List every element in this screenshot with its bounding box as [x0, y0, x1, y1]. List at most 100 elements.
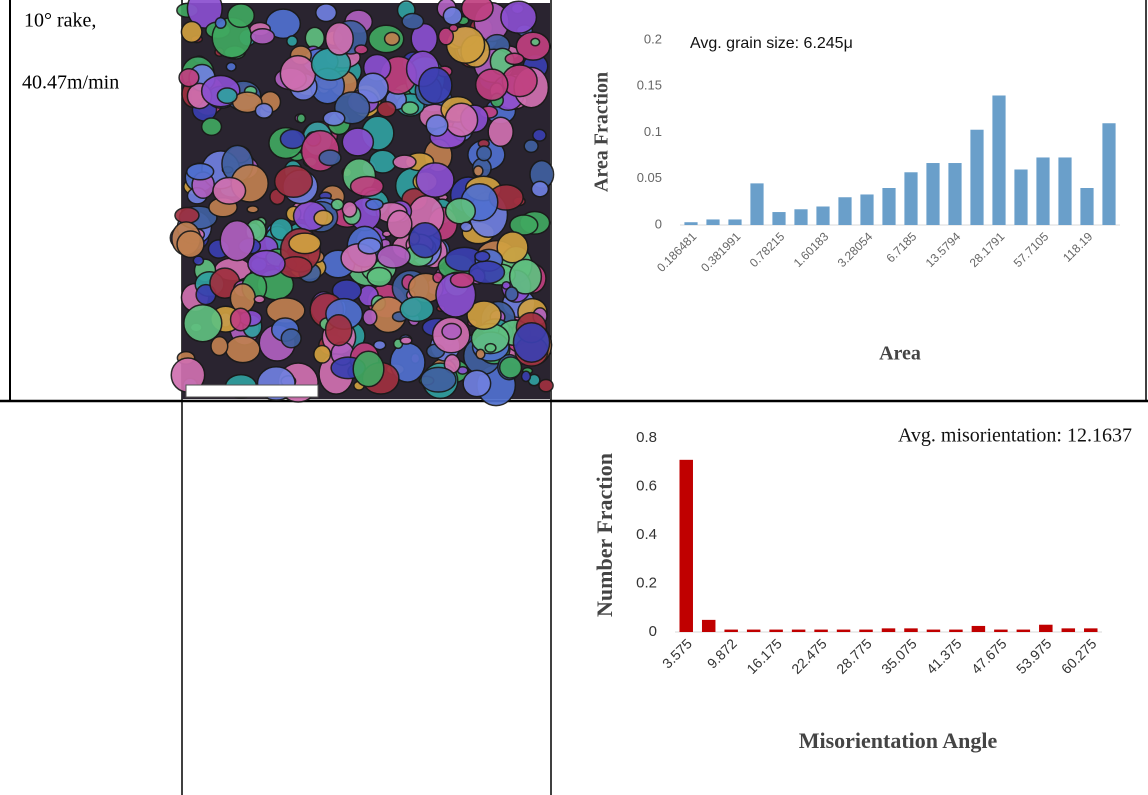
- grain: [385, 32, 400, 45]
- bar: [706, 219, 719, 225]
- y-tick-label: 0.15: [637, 78, 662, 93]
- grain: [363, 309, 377, 325]
- grain: [476, 349, 485, 358]
- micrograph: [170, 0, 553, 406]
- bar: [904, 628, 917, 632]
- bar: [926, 163, 939, 225]
- grain: [247, 206, 258, 213]
- bar: [814, 630, 827, 632]
- bar: [949, 630, 962, 632]
- x-tick-label: 57.7105: [1011, 229, 1052, 270]
- grain: [377, 102, 395, 117]
- page: 10° rake, 40.47m/min Avg. grain size: 6.…: [0, 0, 1148, 795]
- grain: [351, 177, 384, 197]
- chart-title: Avg. misorientation: 12.1637: [898, 425, 1132, 447]
- grain: [358, 238, 381, 254]
- grain: [275, 166, 313, 198]
- bar: [859, 630, 872, 632]
- grain: [226, 336, 260, 362]
- grain: [402, 102, 419, 114]
- bar: [792, 630, 805, 632]
- x-tick-label: 3.28054: [835, 229, 876, 270]
- x-tick-label: 9.872: [704, 635, 740, 671]
- bar: [904, 172, 917, 225]
- bar: [1036, 157, 1049, 225]
- grain: [505, 53, 523, 64]
- x-tick-label: 16.175: [743, 635, 785, 677]
- y-tick-label: 0.2: [644, 31, 662, 46]
- scale-bar: [186, 385, 318, 397]
- grain: [402, 14, 423, 30]
- grain: [426, 115, 448, 136]
- grain: [501, 1, 537, 33]
- grain: [522, 371, 531, 381]
- grain: [228, 4, 255, 27]
- bar: [882, 188, 895, 225]
- x-axis-title: Misorientation Angle: [799, 728, 998, 753]
- x-tick-label: 53.975: [1013, 635, 1055, 677]
- bar: [837, 630, 850, 632]
- y-tick-label: 0.6: [636, 477, 657, 494]
- grain: [477, 146, 491, 161]
- grain: [319, 150, 341, 165]
- x-tick-label: 13.5794: [923, 229, 964, 270]
- grain: [181, 22, 201, 43]
- grain: [449, 25, 457, 32]
- x-tick-label: 0.78215: [747, 229, 788, 270]
- grain: [532, 181, 549, 196]
- grain: [316, 4, 337, 22]
- grain: [421, 367, 456, 392]
- x-axis-title: Area: [879, 343, 921, 365]
- bar: [679, 460, 692, 632]
- grain: [475, 251, 490, 261]
- bar: [972, 626, 985, 632]
- grain: [442, 323, 461, 339]
- grain: [297, 114, 305, 123]
- grain: [202, 118, 222, 135]
- grain: [255, 104, 272, 119]
- x-tick-label: 0.186481: [654, 229, 700, 275]
- grain: [215, 18, 226, 29]
- grain: [474, 166, 483, 176]
- y-tick-label: 0.2: [636, 574, 657, 591]
- grain: [331, 199, 343, 210]
- x-tick-label: 35.075: [878, 635, 920, 677]
- grain: [175, 207, 199, 223]
- grain: [280, 56, 315, 92]
- x-tick-label: 6.7185: [884, 229, 920, 265]
- grain: [387, 211, 412, 238]
- grain: [353, 351, 384, 386]
- bar: [927, 630, 940, 632]
- grain: [220, 221, 254, 261]
- grain: [248, 251, 285, 277]
- bar: [994, 630, 1007, 632]
- grain: [513, 323, 549, 362]
- grain: [342, 128, 373, 156]
- grain: [280, 129, 305, 148]
- grain: [400, 297, 433, 321]
- grain: [400, 337, 411, 344]
- grain: [485, 344, 496, 353]
- cell-text: 40.47m/min: [22, 72, 119, 94]
- grain: [326, 23, 354, 55]
- grain: [367, 267, 391, 286]
- bar: [838, 197, 851, 225]
- grain: [366, 199, 383, 210]
- bar: [769, 630, 782, 632]
- grain: [506, 287, 518, 301]
- grain: [177, 231, 204, 257]
- grain: [531, 38, 540, 45]
- grain: [251, 29, 275, 44]
- bar: [882, 628, 895, 632]
- grain: [305, 27, 324, 48]
- grain: [226, 63, 236, 72]
- grain: [254, 296, 264, 303]
- x-tick-label: 3.575: [659, 635, 695, 671]
- y-tick-label: 0.4: [636, 526, 657, 543]
- bar: [772, 212, 785, 225]
- x-tick-label: 1.60183: [791, 229, 832, 270]
- bar: [750, 183, 763, 225]
- cell-text: 10° rake,: [24, 10, 96, 32]
- grain: [539, 379, 553, 391]
- y-tick-label: 0: [655, 216, 662, 231]
